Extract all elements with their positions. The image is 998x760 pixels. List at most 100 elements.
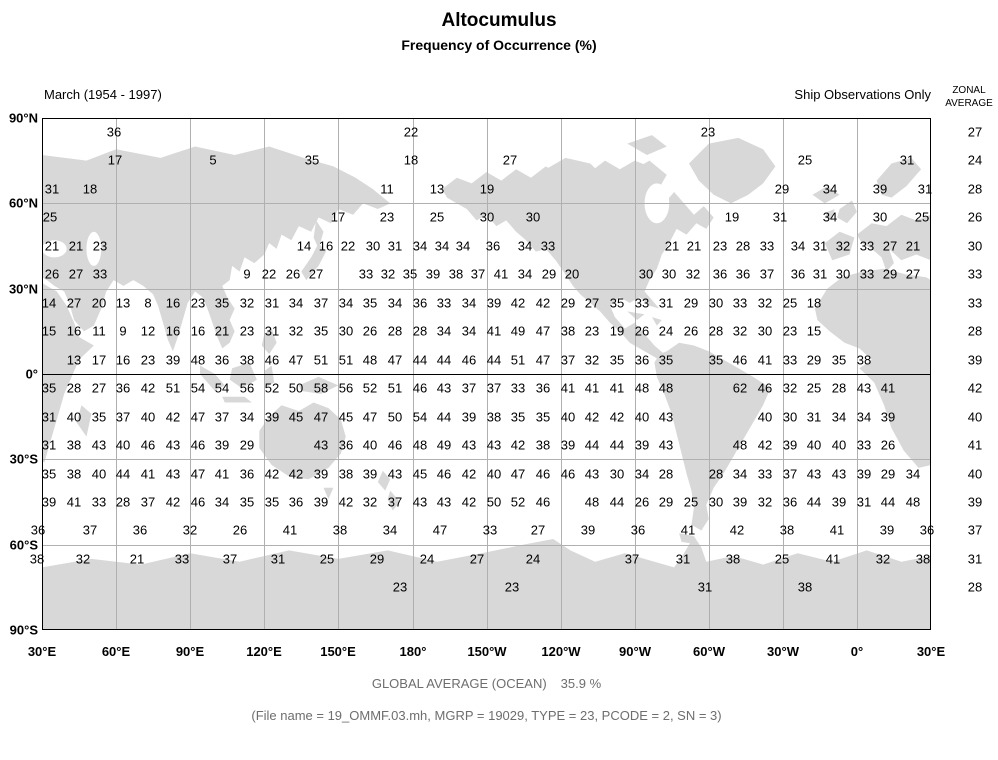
- global-average-line: GLOBAL AVERAGE (OCEAN) 35.9 %: [42, 676, 931, 691]
- grid-value: 37: [115, 409, 131, 425]
- grid-value: 35: [313, 323, 329, 339]
- grid-value: 38: [332, 522, 348, 538]
- zonal-average-value: 40: [967, 466, 983, 482]
- grid-value: 30: [872, 209, 888, 225]
- grid-value: 34: [517, 266, 533, 282]
- latitude-tick-label: 0°: [25, 366, 38, 382]
- longitude-tick-label: 90°W: [619, 644, 651, 659]
- grid-value: 43: [856, 380, 872, 396]
- grid-value: 26: [362, 323, 378, 339]
- grid-value: 30: [609, 466, 625, 482]
- grid-value: 38: [448, 266, 464, 282]
- grid-value: 51: [313, 352, 329, 368]
- grid-value: 43: [658, 437, 674, 453]
- grid-value: 17: [330, 209, 346, 225]
- grid-value: 27: [469, 551, 485, 567]
- grid-value: 34: [382, 522, 398, 538]
- grid-value: 47: [535, 352, 551, 368]
- grid-value: 32: [75, 551, 91, 567]
- grid-value: 33: [782, 352, 798, 368]
- grid-value: 35: [91, 409, 107, 425]
- grid-value: 38: [856, 352, 872, 368]
- grid-value: 56: [239, 380, 255, 396]
- grid-value: 39: [264, 409, 280, 425]
- grid-value: 39: [461, 409, 477, 425]
- grid-value: 35: [214, 295, 230, 311]
- grid-value: 32: [584, 352, 600, 368]
- grid-value: 28: [708, 323, 724, 339]
- longitude-tick-label: 120°E: [246, 644, 282, 659]
- grid-value: 20: [564, 266, 580, 282]
- grid-value: 46: [140, 437, 156, 453]
- grid-value: 40: [91, 466, 107, 482]
- grid-value: 33: [91, 494, 107, 510]
- grid-value: 35: [708, 352, 724, 368]
- grid-value: 36: [634, 352, 650, 368]
- grid-value: 36: [712, 266, 728, 282]
- grid-value: 39: [165, 352, 181, 368]
- page-subtitle: Frequency of Occurrence (%): [401, 37, 597, 53]
- grid-value: 42: [461, 466, 477, 482]
- grid-value: 37: [214, 409, 230, 425]
- grid-value: 11: [380, 181, 394, 197]
- grid-value: 18: [82, 181, 98, 197]
- grid-value: 23: [712, 238, 728, 254]
- grid-value: 34: [517, 238, 533, 254]
- grid-value: 39: [872, 181, 888, 197]
- grid-value: 9: [243, 266, 251, 282]
- grid-value: 37: [82, 522, 98, 538]
- grid-value: 41: [560, 380, 576, 396]
- grid-value: 39: [634, 437, 650, 453]
- grid-value: 23: [504, 579, 520, 595]
- grid-value: 43: [313, 437, 329, 453]
- grid-value: 33: [174, 551, 190, 567]
- grid-value: 34: [288, 295, 304, 311]
- longitude-tick-label: 90°E: [175, 644, 205, 659]
- grid-value: 38: [29, 551, 45, 567]
- grid-value: 46: [190, 494, 206, 510]
- grid-value: 42: [535, 295, 551, 311]
- map-border: [42, 118, 931, 630]
- grid-value: 41: [609, 380, 625, 396]
- grid-value: 26: [683, 323, 699, 339]
- grid-value: 32: [782, 380, 798, 396]
- grid-value: 46: [535, 494, 551, 510]
- grid-value: 23: [392, 579, 408, 595]
- grid-value: 40: [560, 409, 576, 425]
- grid-value: 21: [664, 238, 680, 254]
- grid-value: 30: [835, 266, 851, 282]
- grid-value: 37: [470, 266, 486, 282]
- grid-value: 39: [486, 295, 502, 311]
- grid-value: 16: [66, 323, 82, 339]
- grid-value: 58: [313, 380, 329, 396]
- grid-value: 29: [560, 295, 576, 311]
- grid-value: 31: [387, 238, 403, 254]
- grid-value: 45: [412, 466, 428, 482]
- grid-value: 30: [757, 323, 773, 339]
- zonal-average-value: 40: [967, 409, 983, 425]
- grid-value: 15: [806, 323, 822, 339]
- grid-value: 22: [261, 266, 277, 282]
- grid-value: 26: [285, 266, 301, 282]
- grid-value: 25: [42, 209, 58, 225]
- grid-value: 28: [387, 323, 403, 339]
- grid-value: 46: [264, 352, 280, 368]
- grid-value: 5: [209, 152, 217, 168]
- grid-value: 44: [609, 494, 625, 510]
- grid-value: 36: [630, 522, 646, 538]
- grid-value: 40: [486, 466, 502, 482]
- grid-value: 23: [700, 124, 716, 140]
- grid-value: 47: [190, 466, 206, 482]
- grid-value: 29: [774, 181, 790, 197]
- grid-value: 39: [580, 522, 596, 538]
- grid-value: 45: [288, 409, 304, 425]
- grid-value: 35: [304, 152, 320, 168]
- grid-value: 31: [658, 295, 674, 311]
- grid-value: 32: [875, 551, 891, 567]
- grid-value: 37: [313, 295, 329, 311]
- grid-value: 25: [774, 551, 790, 567]
- grid-value: 23: [190, 295, 206, 311]
- longitude-tick-label: 30°E: [27, 644, 57, 659]
- grid-value: 31: [772, 209, 788, 225]
- zonal-average-value: 33: [967, 295, 983, 311]
